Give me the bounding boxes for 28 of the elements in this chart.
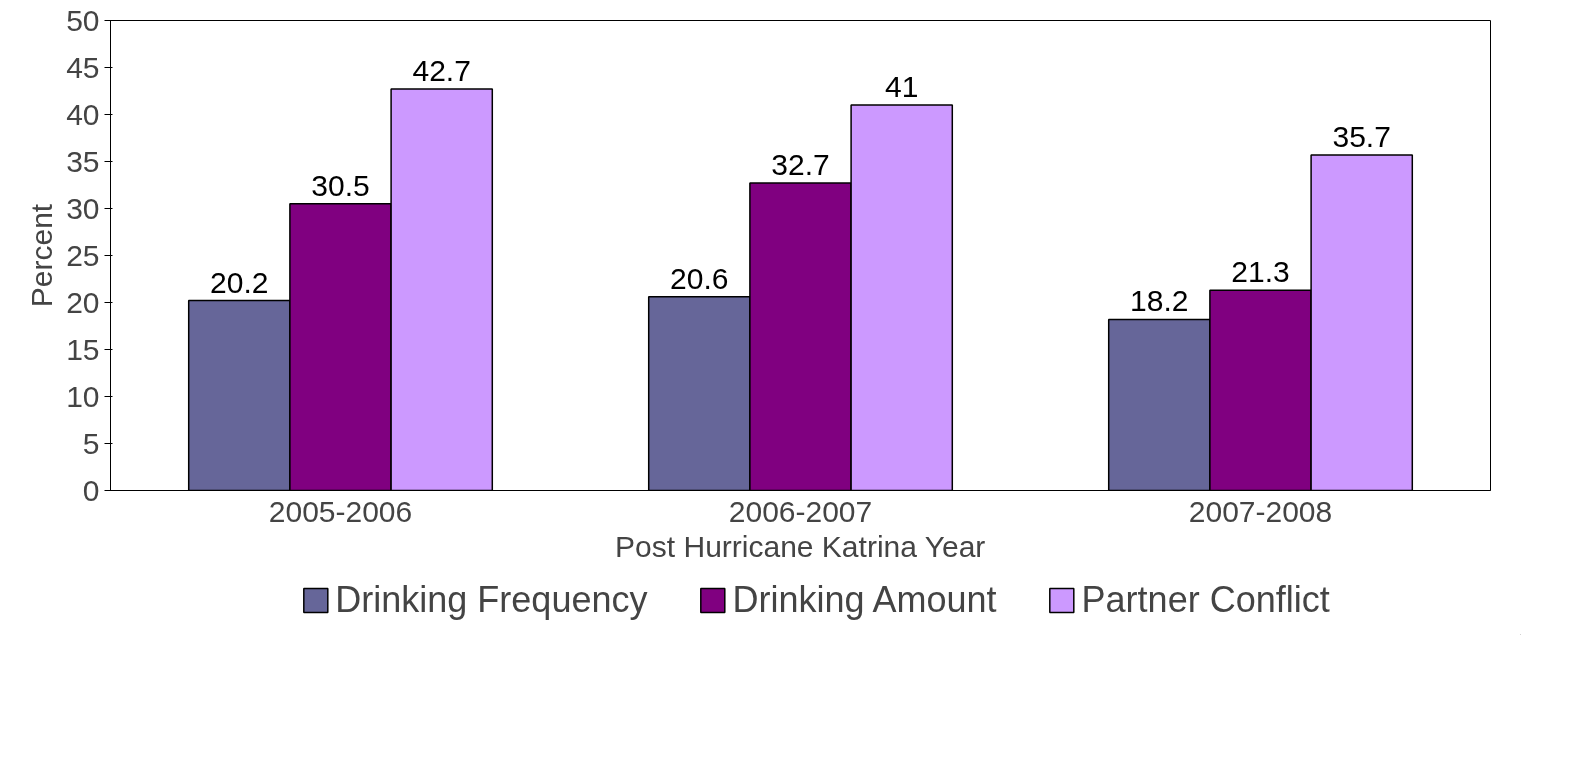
y-tick-label: 15 — [66, 332, 100, 366]
data-label: 21.3 — [1231, 255, 1290, 289]
y-tick-label: 25 — [66, 238, 100, 272]
y-axis-title: Percent — [25, 203, 59, 308]
x-tick-label: 2006-2007 — [728, 494, 873, 528]
x-tick-label: 2007-2008 — [1188, 494, 1333, 528]
y-tick-label: 20 — [66, 285, 100, 319]
y-tick-label: 45 — [66, 50, 100, 84]
x-tick-label: 2005-2006 — [268, 494, 413, 528]
x-axis-title: Post Hurricane Katrina Year — [615, 529, 986, 563]
data-label: 20.6 — [670, 261, 729, 295]
y-tick-label: 30 — [66, 191, 100, 225]
data-label: 41 — [885, 70, 919, 104]
legend-label: Partner Conflict — [1081, 579, 1330, 621]
y-tick-label: 5 — [82, 426, 100, 460]
data-label: 32.7 — [771, 148, 830, 182]
data-label: 42.7 — [412, 54, 471, 88]
y-tick-label: 35 — [66, 144, 100, 178]
data-label: 30.5 — [311, 168, 370, 202]
data-label: 20.2 — [210, 265, 269, 299]
legend-label: Drinking Frequency — [335, 579, 648, 621]
y-tick-label: 0 — [82, 473, 100, 507]
data-label: 35.7 — [1332, 119, 1391, 153]
y-tick-label: 50 — [66, 3, 100, 37]
data-label: 18.2 — [1130, 284, 1189, 318]
y-tick-label: 10 — [66, 379, 100, 413]
y-tick-label: 40 — [66, 97, 100, 131]
legend-label: Drinking Amount — [732, 579, 997, 621]
